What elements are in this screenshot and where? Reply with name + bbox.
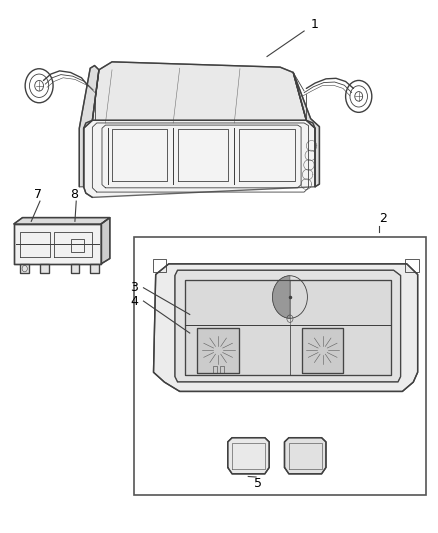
Bar [152, 259, 166, 272]
Bar [220, 367, 224, 373]
Polygon shape [84, 120, 315, 197]
Bar [213, 367, 217, 373]
Polygon shape [198, 328, 239, 373]
Polygon shape [71, 264, 79, 273]
Polygon shape [293, 72, 319, 187]
Polygon shape [101, 217, 110, 264]
Text: 1: 1 [311, 18, 319, 31]
Polygon shape [185, 280, 391, 375]
Polygon shape [175, 270, 401, 382]
Text: 2: 2 [379, 212, 387, 225]
Polygon shape [40, 264, 49, 273]
Text: 5: 5 [254, 477, 262, 490]
Text: 4: 4 [130, 295, 138, 308]
Polygon shape [79, 66, 99, 187]
Bar [71, 239, 84, 252]
Polygon shape [272, 276, 290, 318]
Polygon shape [228, 438, 269, 474]
Text: 7: 7 [34, 188, 42, 201]
Polygon shape [14, 217, 110, 224]
Polygon shape [285, 438, 326, 474]
Polygon shape [90, 264, 99, 273]
Polygon shape [153, 264, 418, 391]
Bar [406, 259, 419, 272]
Polygon shape [14, 224, 101, 264]
Polygon shape [92, 62, 306, 120]
Text: 8: 8 [70, 188, 78, 201]
Polygon shape [20, 264, 29, 273]
Polygon shape [302, 328, 343, 373]
Text: 3: 3 [130, 281, 138, 294]
Bar [134, 237, 426, 495]
